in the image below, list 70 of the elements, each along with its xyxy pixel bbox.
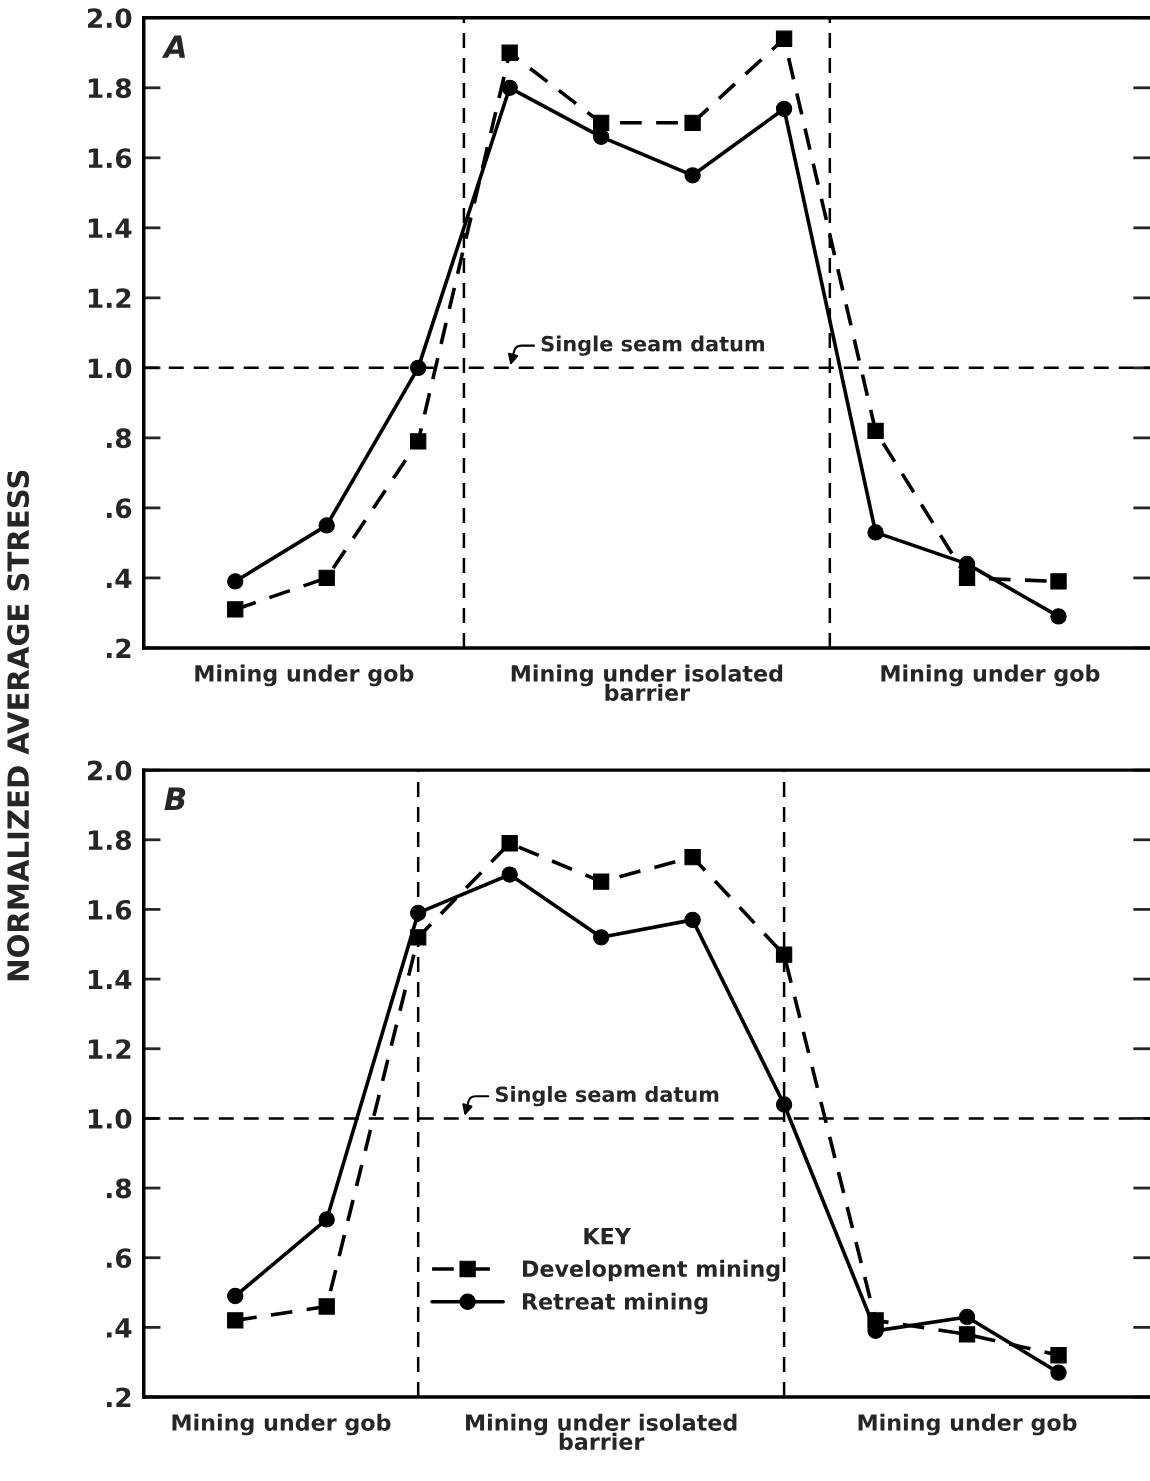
point xyxy=(684,114,701,131)
point xyxy=(775,100,793,117)
point xyxy=(958,569,976,587)
y-tick-label: 1.6 xyxy=(88,148,132,169)
y-tick-label: .2 xyxy=(106,1387,131,1408)
point xyxy=(410,904,427,922)
text: Mining under isolated barrier xyxy=(466,1413,737,1451)
point xyxy=(501,79,518,96)
y-tick-label: .8 xyxy=(106,428,131,449)
point xyxy=(410,433,427,450)
point xyxy=(958,1326,976,1343)
y-tick-label: .2 xyxy=(106,638,131,658)
chart-title: B xyxy=(164,787,186,810)
text: Mining under gob xyxy=(858,1413,1077,1436)
point xyxy=(318,1211,335,1228)
point xyxy=(775,1096,793,1113)
point xyxy=(684,167,701,184)
legend-title: KEY xyxy=(584,1227,632,1245)
point xyxy=(1050,608,1067,625)
y-tick-label: 1.4 xyxy=(88,218,132,238)
point xyxy=(318,517,335,534)
y-tick-label: 1.0 xyxy=(88,1108,132,1129)
point xyxy=(227,1312,244,1329)
point xyxy=(501,44,518,61)
point xyxy=(867,422,884,440)
y-tick-label: 1.2 xyxy=(88,288,131,308)
y-tick-label: .4 xyxy=(106,1318,132,1338)
y-tick-label: 1.0 xyxy=(88,358,132,379)
point xyxy=(958,1308,976,1326)
point xyxy=(410,359,427,377)
y-tick-label: 1.8 xyxy=(88,830,131,851)
text: Mining under isolated barrier xyxy=(511,664,783,701)
point xyxy=(318,569,335,587)
point xyxy=(592,873,610,890)
y-axis-title: NORMALIZED AVERAGE STRESS xyxy=(7,470,30,981)
point xyxy=(501,835,518,852)
text: Mining under gob xyxy=(881,664,1100,687)
y-tick-label: .4 xyxy=(106,568,132,588)
annotation: Single seam datum xyxy=(495,1086,719,1107)
point xyxy=(227,573,244,590)
point xyxy=(775,946,793,963)
y-tick-label: 1.2 xyxy=(88,1039,131,1059)
y-tick-label: .8 xyxy=(106,1178,131,1199)
point xyxy=(684,849,701,866)
point xyxy=(227,1287,244,1305)
point xyxy=(592,929,610,946)
y-tick-label: 1.8 xyxy=(88,78,131,99)
y-tick-label: .6 xyxy=(106,1248,132,1269)
y-tick-label: 1.4 xyxy=(88,969,132,990)
legend-label: Development mining xyxy=(523,1259,780,1282)
annotation: Single seam datum xyxy=(541,335,764,356)
point xyxy=(1050,573,1067,590)
y-tick-label: 1.6 xyxy=(88,899,132,920)
point xyxy=(227,601,244,618)
y-tick-label: 2.0 xyxy=(87,8,132,29)
point xyxy=(958,555,976,573)
y-tick-label: 2.0 xyxy=(87,760,132,781)
chart-title: A xyxy=(161,35,185,58)
y-tick-label: .6 xyxy=(106,498,132,519)
point xyxy=(592,114,610,131)
point xyxy=(684,911,701,929)
point xyxy=(318,1298,335,1315)
text: Mining under gob xyxy=(172,1413,391,1436)
point xyxy=(775,30,793,47)
text: Mining under gob xyxy=(195,664,414,687)
point xyxy=(1050,1347,1067,1364)
point xyxy=(867,524,884,541)
legend-label: Retreat mining xyxy=(523,1292,708,1315)
point xyxy=(501,866,518,883)
point xyxy=(1050,1364,1067,1381)
